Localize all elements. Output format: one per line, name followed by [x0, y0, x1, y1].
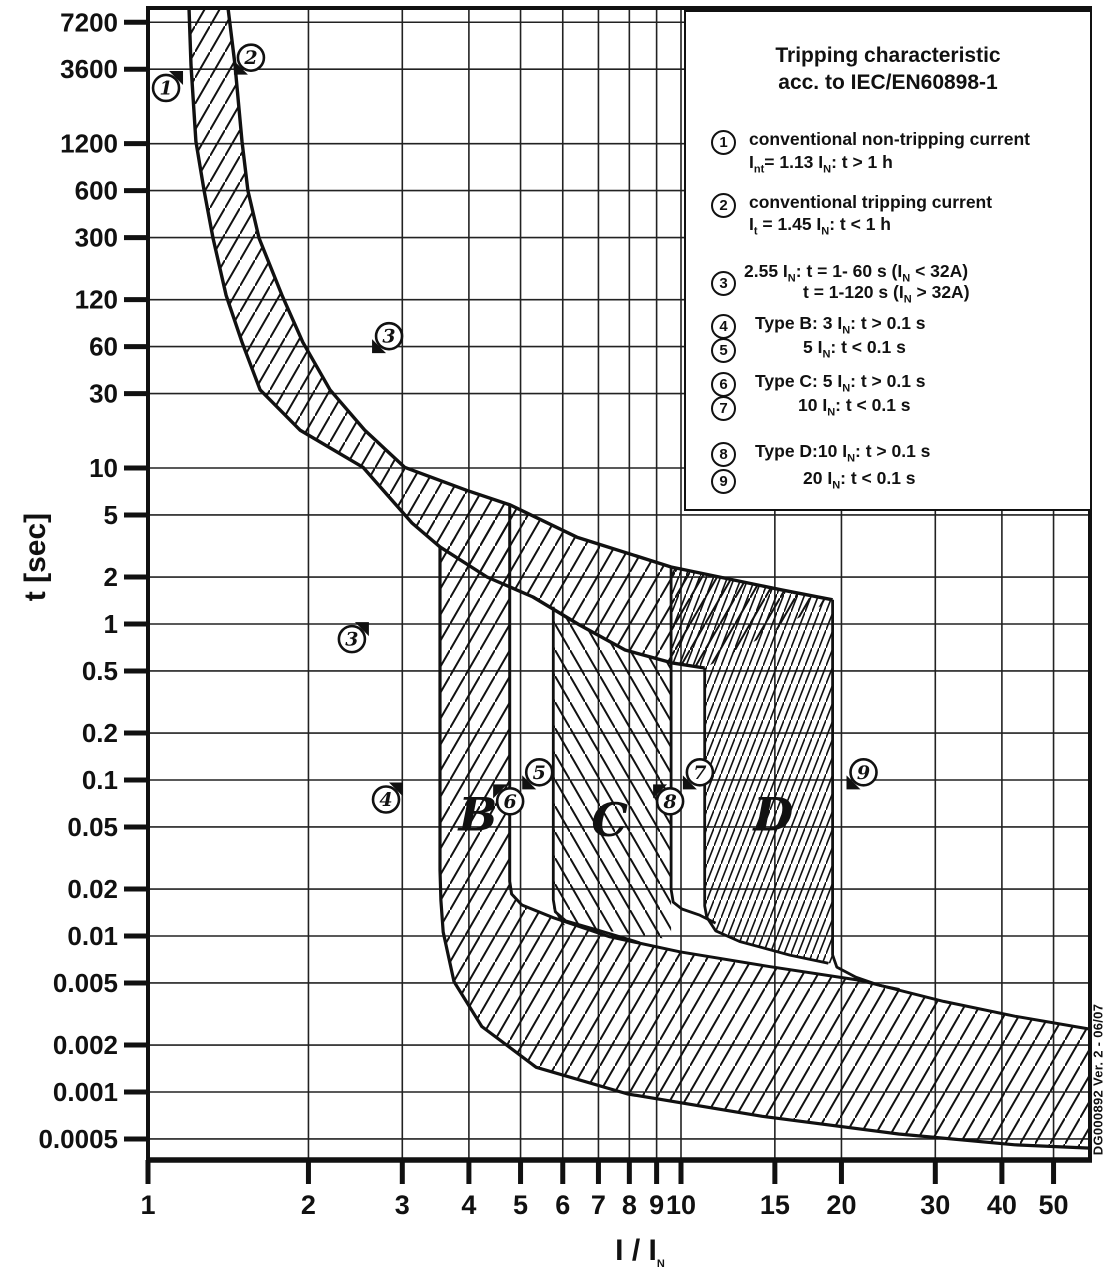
svg-text:B: B — [457, 788, 498, 842]
legend-item-text: It = 1.45 IN: t < 1 h — [749, 214, 891, 238]
zone-letters: B C D — [457, 788, 794, 847]
legend-item-5: 5 5 IN: t < 0.1 s — [686, 337, 1086, 363]
svg-text:8: 8 — [622, 1190, 637, 1220]
legend-title: Tripping characteristic acc. to IEC/EN60… — [686, 42, 1090, 96]
svg-text:0.02: 0.02 — [67, 874, 118, 904]
svg-text:30: 30 — [920, 1190, 950, 1220]
legend-item-6: 6 Type C: 5 IN: t > 0.1 s — [686, 371, 1086, 397]
legend-item-text: Type C: 5 IN: t > 0.1 s — [755, 371, 926, 395]
legend-item-text: 10 IN: t < 0.1 s — [798, 395, 911, 419]
legend-marker-4: 4 — [711, 314, 736, 339]
svg-text:9: 9 — [649, 1190, 664, 1220]
svg-text:0.002: 0.002 — [53, 1030, 118, 1060]
legend-marker-1: 1 — [711, 130, 736, 155]
legend-marker-5: 5 — [711, 338, 736, 363]
svg-text:0.1: 0.1 — [82, 765, 118, 795]
legend-item-text: t = 1-120 s (IN > 32A) — [803, 282, 970, 306]
legend-item-text: conventional non-tripping current — [749, 129, 1030, 149]
svg-text:5: 5 — [104, 500, 118, 530]
svg-text:7: 7 — [693, 762, 706, 784]
svg-text:0.5: 0.5 — [82, 656, 118, 686]
svg-text:2: 2 — [104, 562, 118, 592]
legend-marker-7: 7 — [711, 396, 736, 421]
svg-text:7: 7 — [591, 1190, 606, 1220]
svg-text:8: 8 — [662, 791, 676, 813]
svg-text:10: 10 — [89, 453, 118, 483]
legend-item-text: Type D:10 IN: t > 0.1 s — [755, 441, 931, 465]
legend-item-text: 2.55 IN: t = 1- 60 s (IN < 32A) — [744, 261, 969, 285]
svg-text:5: 5 — [533, 762, 546, 784]
svg-text:50: 50 — [1039, 1190, 1069, 1220]
svg-text:0.05: 0.05 — [67, 812, 118, 842]
legend-item-8: 8 Type D:10 IN: t > 0.1 s — [686, 441, 1086, 467]
svg-text:40: 40 — [987, 1190, 1017, 1220]
svg-text:D: D — [751, 788, 793, 842]
legend-marker-6: 6 — [711, 372, 736, 397]
svg-text:4: 4 — [461, 1190, 476, 1220]
svg-text:3600: 3600 — [60, 54, 118, 84]
legend-item-2: 2 conventional tripping current — [686, 192, 1086, 218]
svg-text:10: 10 — [666, 1190, 696, 1220]
legend-item-cont: It = 1.45 IN: t < 1 h — [686, 214, 1086, 240]
svg-text:C: C — [591, 793, 628, 847]
legend-marker-2: 2 — [711, 193, 736, 218]
legend-title-line1: Tripping characteristic — [775, 44, 1001, 67]
y-axis: 7200 3600 1200 600 300 120 60 30 10 5 2 1 0.5 0.2 0.1 0… — [38, 7, 147, 1154]
svg-text:3: 3 — [395, 1190, 410, 1220]
svg-text:3: 3 — [345, 629, 358, 651]
svg-text:7200: 7200 — [60, 7, 118, 37]
legend-marker-8: 8 — [711, 442, 736, 467]
svg-text:0.2: 0.2 — [82, 718, 118, 748]
document-reference: DG000892 Ver. 2 - 06/07 — [1090, 1003, 1106, 1156]
svg-text:20: 20 — [826, 1190, 856, 1220]
svg-text:6: 6 — [504, 791, 517, 813]
x-axis: 1 2 3 4 5 6 7 8 9 10 15 20 30 40 50 — [140, 1160, 1069, 1220]
svg-text:120: 120 — [75, 285, 118, 315]
svg-text:300: 300 — [75, 223, 118, 253]
svg-text:2: 2 — [301, 1190, 316, 1220]
svg-text:1: 1 — [140, 1190, 155, 1220]
x-axis-title: I / IN — [615, 1234, 665, 1270]
svg-text:5: 5 — [513, 1190, 528, 1220]
legend-item-text: Type B: 3 IN: t > 0.1 s — [755, 313, 926, 337]
svg-text:1: 1 — [159, 77, 172, 99]
legend-box: Tripping characteristic acc. to IEC/EN60… — [684, 10, 1092, 511]
svg-text:3: 3 — [382, 326, 395, 348]
legend-item-text: conventional tripping current — [749, 192, 993, 212]
svg-text:0.01: 0.01 — [67, 921, 118, 951]
legend-item-3: 3 2.55 IN: t = 1- 60 s (IN < 32A) — [686, 261, 1086, 296]
y-axis-title: t [sec] — [19, 512, 52, 602]
svg-text:4: 4 — [379, 789, 392, 811]
svg-text:15: 15 — [760, 1190, 790, 1220]
legend-item-9: 9 20 IN: t < 0.1 s — [686, 468, 1086, 494]
svg-text:600: 600 — [75, 176, 118, 206]
legend-item-1: 1 conventional non-tripping current — [686, 129, 1086, 155]
svg-text:60: 60 — [89, 332, 118, 362]
svg-text:0.005: 0.005 — [53, 968, 118, 998]
svg-text:1: 1 — [104, 609, 118, 639]
svg-text:0.0005: 0.0005 — [38, 1124, 118, 1154]
legend-marker-3: 3 — [711, 271, 736, 296]
svg-text:0.001: 0.001 — [53, 1077, 118, 1107]
svg-text:9: 9 — [857, 762, 870, 784]
legend-marker-9: 9 — [711, 469, 736, 494]
legend-item-text: 20 IN: t < 0.1 s — [803, 468, 916, 492]
legend-item-cont: Int= 1.13 IN: t > 1 h — [686, 152, 1086, 178]
svg-text:30: 30 — [89, 379, 118, 409]
legend-item-text: Int= 1.13 IN: t > 1 h — [749, 152, 893, 176]
legend-item-7: 7 10 IN: t < 0.1 s — [686, 395, 1086, 421]
svg-text:1200: 1200 — [60, 129, 118, 159]
legend-item-text: 5 IN: t < 0.1 s — [803, 337, 906, 361]
svg-text:2: 2 — [243, 47, 257, 69]
svg-text:6: 6 — [555, 1190, 570, 1220]
legend-title-line2: acc. to IEC/EN60898-1 — [778, 71, 998, 94]
legend-item-cont: t = 1-120 s (IN > 32A) — [686, 282, 1086, 308]
legend-item-4: 4 Type B: 3 IN: t > 0.1 s — [686, 313, 1086, 339]
band-outlines — [187, 7, 1091, 1150]
